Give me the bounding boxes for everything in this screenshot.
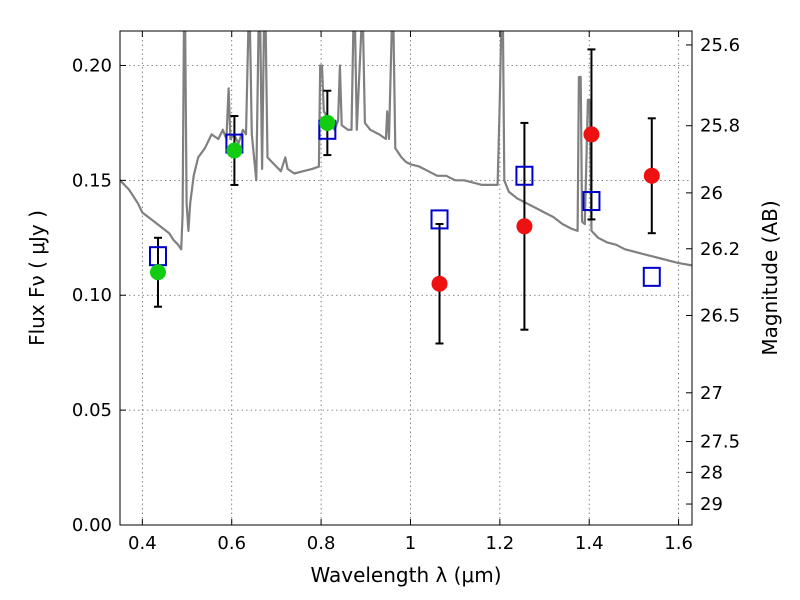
model-band-square xyxy=(430,209,449,230)
axis-ticks: 0.4 0.6 0.8 1 1.2 1.4 1.6 0.00 0.05 0.10 0.15 0.20 2… xyxy=(72,31,740,554)
right-tick-label: 26 xyxy=(700,183,723,204)
right-tick-label: 29 xyxy=(700,494,723,515)
model-band-squares xyxy=(148,119,661,287)
x-tick-label: 0.4 xyxy=(128,533,157,554)
model-band-square xyxy=(642,266,661,287)
right-tick-label: 25.6 xyxy=(700,35,740,56)
observed-point xyxy=(516,218,533,235)
model-band-square xyxy=(582,191,601,212)
observed-point xyxy=(583,126,600,143)
observed-point xyxy=(431,275,448,292)
right-axis-label: Magnitude (AB) xyxy=(758,200,782,355)
x-tick-label: 1.4 xyxy=(575,533,604,554)
right-tick-label: 26.2 xyxy=(700,239,740,260)
x-tick-label: 0.8 xyxy=(307,533,336,554)
y-tick-label: 0.00 xyxy=(72,515,112,536)
y-tick-label: 0.15 xyxy=(72,170,112,191)
y-tick-label: 0.05 xyxy=(72,400,112,421)
grid xyxy=(120,31,692,526)
right-tick-label: 25.8 xyxy=(700,116,740,137)
observed-point xyxy=(226,142,243,159)
x-tick-label: 0.6 xyxy=(217,533,246,554)
x-tick-label: 1.2 xyxy=(486,533,515,554)
y-tick-label: 0.10 xyxy=(72,285,112,306)
model-band-square xyxy=(515,165,534,186)
x-tick-label: 1 xyxy=(405,533,416,554)
y-axis-label: Flux Fν ( μJy ) xyxy=(25,210,49,346)
right-tick-label: 27 xyxy=(700,383,723,404)
right-tick-label: 28 xyxy=(700,462,723,483)
observed-circles xyxy=(149,114,660,292)
right-tick-label: 27.5 xyxy=(700,432,740,453)
x-tick-label: 1.6 xyxy=(664,533,693,554)
model-sed-line xyxy=(120,31,692,267)
observed-point xyxy=(319,114,336,131)
x-axis-label: Wavelength λ (μm) xyxy=(310,563,501,587)
observed-point xyxy=(149,264,166,281)
right-tick-label: 26.5 xyxy=(700,305,740,326)
observed-point xyxy=(643,167,660,184)
plot-frame xyxy=(119,30,693,526)
y-tick-label: 0.20 xyxy=(72,55,112,76)
